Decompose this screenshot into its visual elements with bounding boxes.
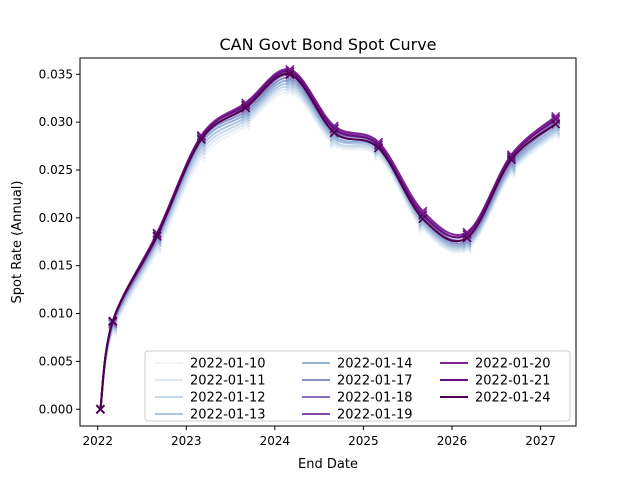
y-tick-label: 0.000	[39, 402, 73, 416]
legend-label: 2022-01-10	[190, 357, 266, 372]
data-point-marker	[152, 231, 162, 241]
legend-item: 2022-01-19	[302, 408, 413, 423]
legend-label: 2022-01-17	[337, 374, 413, 389]
legend-box	[144, 350, 571, 422]
x-axis: 2022 2023 2024 2025 2026 2027	[82, 426, 556, 448]
legend-label: 2022-01-11	[190, 374, 266, 389]
chart-title: CAN Govt Bond Spot Curve	[220, 35, 437, 54]
y-axis-label: Spot Rate (Annual)	[10, 181, 25, 304]
data-point-marker	[373, 140, 384, 150]
data-point-marker	[462, 233, 472, 243]
legend-item: 2022-01-13	[155, 408, 266, 423]
legend-item: 2022-01-17	[302, 374, 413, 389]
plot-frame	[79, 57, 577, 427]
legend: 2022-01-10 2022-01-11 2022-01-12 2022-01-13…	[144, 350, 571, 423]
x-tick-label: 2022	[82, 434, 113, 448]
data-point-marker	[418, 206, 428, 216]
x-tick-label: 2025	[348, 434, 379, 448]
y-tick-label: 0.005	[39, 354, 73, 368]
y-tick-label: 0.010	[39, 307, 73, 321]
legend-label: 2022-01-13	[190, 408, 266, 423]
data-point-marker	[196, 131, 206, 142]
legend-label: 2022-01-18	[337, 391, 413, 406]
data-point-marker	[418, 214, 428, 224]
y-tick-label: 0.015	[39, 259, 73, 273]
data-point-marker	[285, 69, 295, 79]
legend-item: 2022-01-20	[440, 357, 551, 372]
data-point-marker	[329, 128, 339, 138]
data-point-marker	[241, 103, 251, 113]
y-tick-label: 0.030	[39, 115, 73, 129]
y-tick-label: 0.025	[39, 163, 73, 177]
legend-label: 2022-01-19	[337, 408, 413, 423]
legend-label: 2022-01-20	[475, 357, 551, 372]
y-tick-label: 0.020	[39, 211, 73, 225]
legend-label: 2022-01-24	[475, 391, 551, 406]
legend-item: 2022-01-18	[302, 391, 413, 406]
legend-item: 2022-01-11	[155, 374, 266, 389]
series-layer	[95, 64, 561, 414]
data-point-marker	[551, 119, 561, 129]
legend-item: 2022-01-24	[440, 391, 551, 406]
x-tick-label: 2023	[171, 434, 202, 448]
legend-label: 2022-01-21	[475, 374, 551, 389]
data-point-marker	[506, 154, 516, 165]
legend-item: 2022-01-10	[155, 357, 266, 372]
data-point-marker	[506, 152, 516, 162]
legend-label: 2022-01-12	[190, 391, 266, 406]
legend-item: 2022-01-12	[155, 391, 266, 406]
data-point-marker	[418, 210, 428, 220]
y-tick-label: 0.035	[39, 67, 73, 81]
data-point-marker	[108, 316, 118, 326]
x-tick-label: 2026	[437, 434, 468, 448]
data-point-marker	[373, 143, 384, 153]
y-axis: 0.000 0.005 0.010 0.015 0.020 0.025 0.030 0.035	[39, 67, 80, 416]
legend-item: 2022-01-14	[302, 357, 413, 372]
legend-item: 2022-01-21	[440, 374, 551, 389]
data-point-marker	[551, 111, 561, 121]
x-tick-label: 2027	[525, 434, 556, 448]
series-markers-2022-01-24	[95, 69, 561, 414]
data-point-marker	[196, 134, 206, 144]
x-tick-label: 2024	[260, 434, 291, 448]
legend-label: 2022-01-14	[337, 357, 413, 372]
x-axis-label: End Date	[298, 457, 358, 472]
data-point-marker	[241, 100, 251, 110]
data-point-marker	[95, 404, 105, 414]
